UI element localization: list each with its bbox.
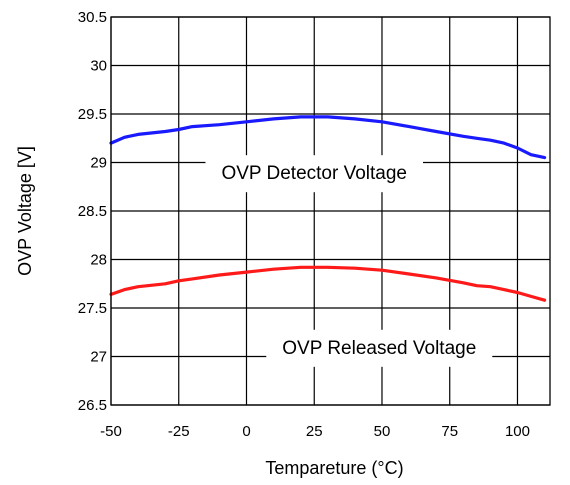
y-tick-labels: 26.5 27 27.5 28 28.5 29 29.5 30 30.5 (78, 9, 107, 414)
annotation-background (266, 329, 493, 367)
x-tick-label: 50 (374, 423, 391, 440)
y-axis-title: OVP Voltage [V] (15, 146, 35, 276)
annotation-label: OVP Released Voltage (282, 338, 476, 359)
plot-frame (110, 16, 551, 406)
x-tick-label: 75 (441, 423, 458, 440)
series-line-1 (109, 115, 547, 160)
y-tick-label: 27.5 (78, 300, 107, 317)
x-tick-label: 25 (306, 423, 323, 440)
x-tick-label: 0 (242, 423, 250, 440)
y-tick-label: 28.5 (78, 203, 107, 220)
annotation-background (205, 155, 424, 193)
annotation-label: OVP Detector Voltage (221, 163, 407, 184)
y-tick-label: 30.5 (78, 9, 107, 26)
y-tick-label: 29 (90, 155, 107, 172)
annotation-layer: OVP Detector Voltage OVP Released Voltage (221, 163, 476, 359)
y-tick-label: 28 (90, 252, 107, 269)
x-tick-label: -25 (168, 423, 190, 440)
y-tick-label: 30 (90, 58, 107, 75)
x-tick-label: 100 (505, 423, 530, 440)
annotation-backgrounds (205, 155, 493, 367)
x-axis-title: Tempareture (°C) (265, 458, 403, 478)
y-tick-label: 26.5 (78, 397, 107, 414)
series-layer (109, 115, 547, 302)
y-tick-label: 29.5 (78, 106, 107, 123)
y-tick-label: 27 (90, 349, 107, 366)
x-tick-labels: -50 -25 0 25 50 75 100 (100, 423, 530, 440)
series-line-2 (109, 265, 547, 302)
x-tick-label: -50 (100, 423, 122, 440)
